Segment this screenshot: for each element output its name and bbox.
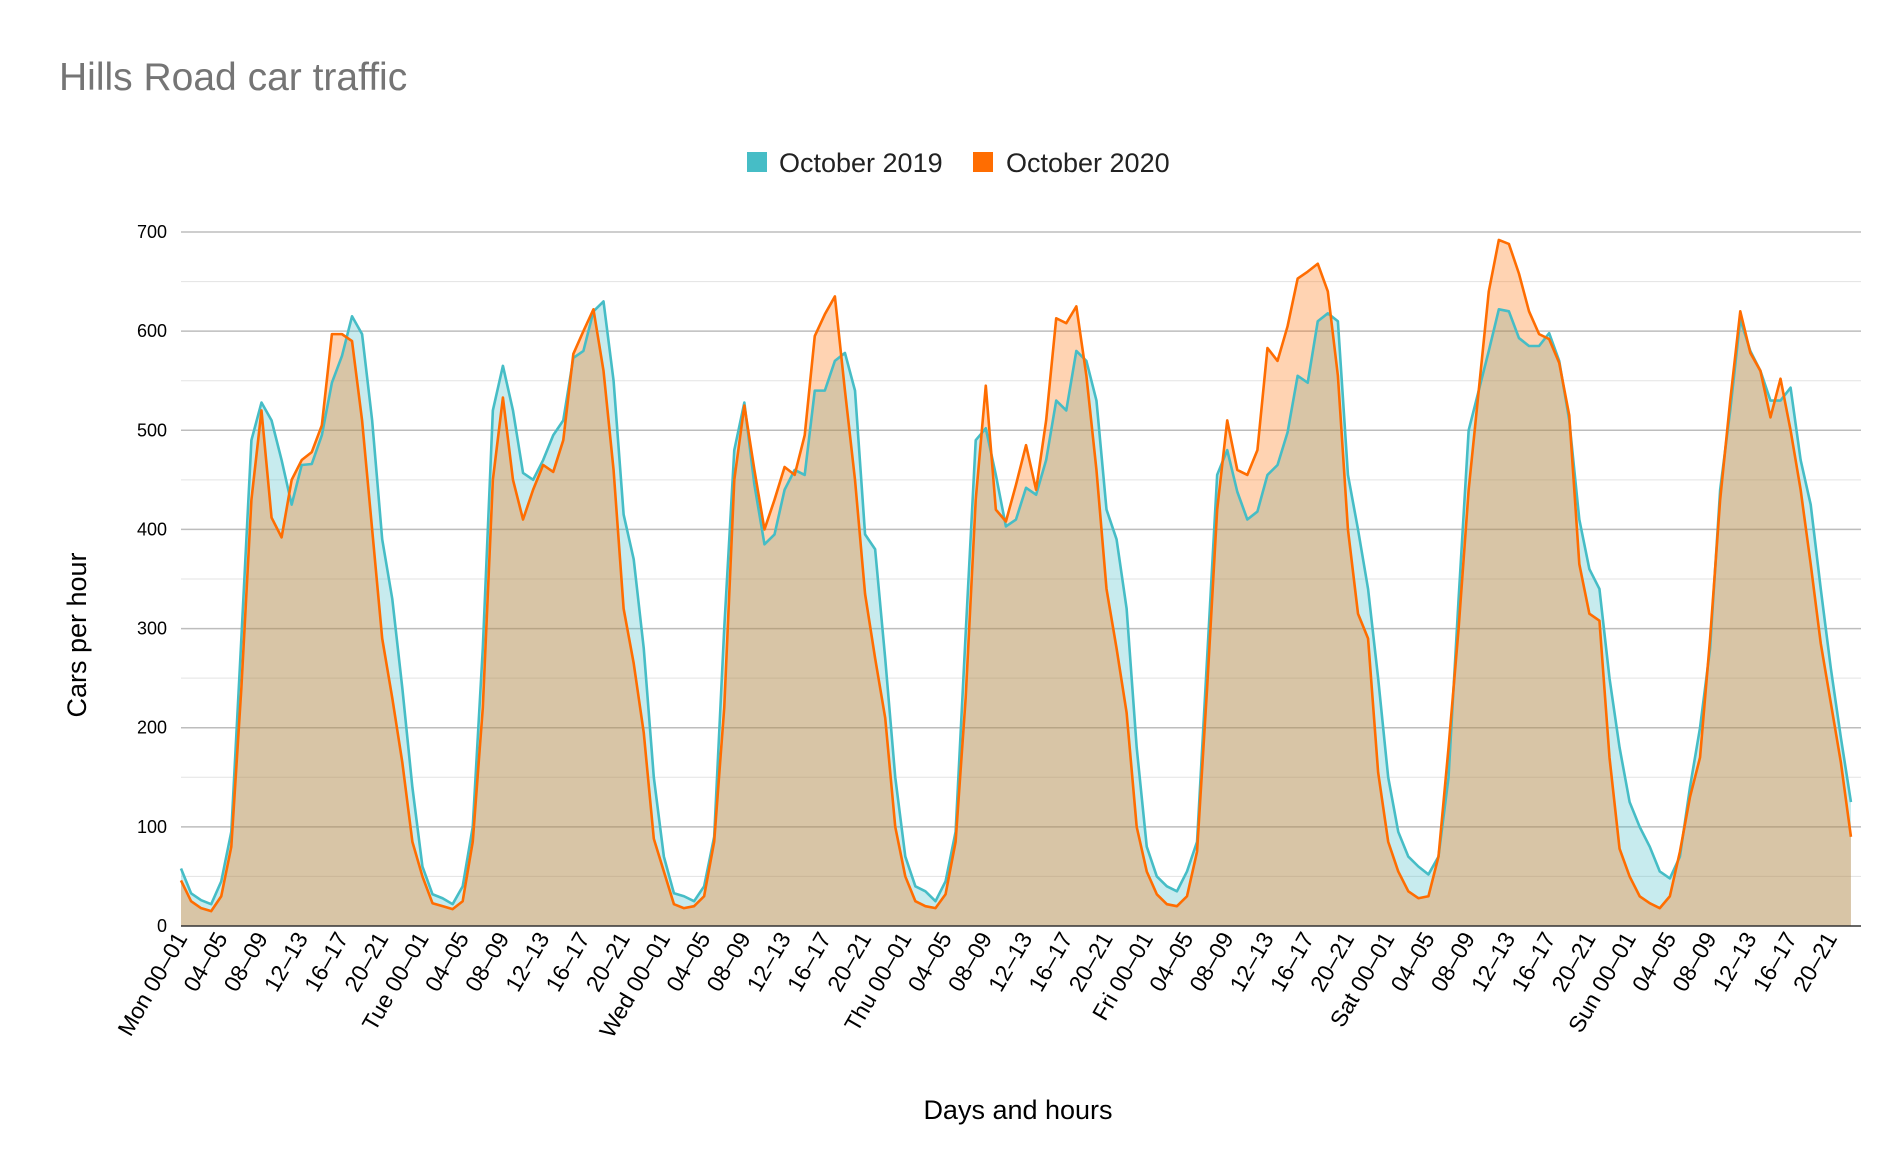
legend-swatch-october-2020 xyxy=(973,152,993,172)
y-tick-label: 400 xyxy=(137,519,167,539)
series-areas xyxy=(181,239,1851,926)
gridlines xyxy=(181,231,1861,877)
legend-label-october-2020: October 2020 xyxy=(1006,148,1170,178)
y-tick-label: 300 xyxy=(137,619,167,639)
legend: October 2019 October 2020 xyxy=(747,148,1170,178)
area-october-2019 xyxy=(181,301,1851,926)
legend-label-october-2019: October 2019 xyxy=(779,148,943,178)
y-tick-label: 600 xyxy=(137,321,167,341)
y-tick-label: 100 xyxy=(137,817,167,837)
line-october-2020 xyxy=(179,238,1853,913)
y-tick-label: 700 xyxy=(137,222,167,242)
area-october-2020 xyxy=(181,239,1851,926)
chart-title: Hills Road car traffic xyxy=(59,56,408,99)
x-axis-title: Days and hours xyxy=(923,1095,1112,1125)
y-tick-label: 200 xyxy=(137,718,167,738)
y-axis-title: Cars per hour xyxy=(62,552,92,717)
y-tick-label: 0 xyxy=(157,916,167,936)
legend-swatch-october-2019 xyxy=(747,152,767,172)
y-tick-label: 500 xyxy=(137,420,167,440)
y-tick-labels: 0 100 200 300 400 500 600 700 xyxy=(137,222,167,936)
series-lines xyxy=(179,238,1853,913)
